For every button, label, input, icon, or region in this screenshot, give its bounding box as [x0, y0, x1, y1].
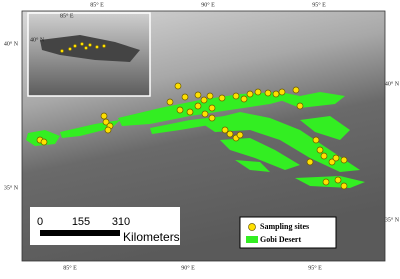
sampling-site	[320, 152, 328, 160]
inset-lon-label: 85° E	[60, 12, 74, 19]
scale-tick: 310	[112, 216, 130, 228]
sampling-site	[200, 96, 208, 104]
sampling-site	[232, 92, 240, 100]
graticule-label: 35° N	[385, 216, 400, 223]
sampling-site	[328, 158, 336, 166]
sampling-site	[174, 82, 182, 90]
sampling-site	[278, 88, 286, 96]
sampling-site	[312, 136, 320, 144]
graticule-label: 40° N	[4, 40, 19, 47]
sampling-site	[194, 102, 202, 110]
sampling-site	[296, 102, 304, 110]
sampling-site	[306, 158, 314, 166]
sampling-site	[340, 156, 348, 164]
sampling-site	[100, 112, 108, 120]
scale-tick: 0	[37, 216, 43, 228]
sampling-site	[236, 131, 244, 139]
graticule-label: 95° E	[308, 264, 322, 271]
graticule-labels: 85° E 90° E 95° E 85° E 90° E 95° E 40° N 35° N…	[4, 1, 400, 271]
legend-label: Sampling sites	[260, 222, 309, 231]
sampling-site	[201, 110, 209, 118]
graticule-label: 90° E	[201, 1, 215, 8]
sampling-site	[246, 90, 254, 98]
sampling-site	[208, 104, 216, 112]
sampling-site	[40, 138, 48, 146]
graticule-label: 90° E	[181, 264, 195, 271]
graticule-label: 85° E	[90, 1, 104, 8]
sampling-sites	[36, 82, 348, 190]
graticule-label: 40° N	[385, 80, 400, 87]
sampling-site	[104, 126, 112, 134]
sampling-site	[221, 126, 229, 134]
sampling-site	[332, 154, 340, 162]
sampling-site	[206, 92, 214, 100]
sampling-site	[334, 176, 342, 184]
scale-tick: 155	[72, 216, 90, 228]
sampling-site	[316, 146, 324, 154]
sampling-site	[208, 114, 216, 122]
sampling-site	[176, 106, 184, 114]
sampling-site	[254, 88, 262, 96]
sampling-site	[226, 130, 234, 138]
legend: Sampling sites Gobi Desert	[239, 216, 337, 249]
sampling-site	[102, 118, 110, 126]
sampling-site	[186, 108, 194, 116]
scale-unit: Kilometers	[123, 230, 180, 244]
sampling-site	[181, 93, 189, 101]
inset-map: 85° E 40° N	[27, 12, 151, 97]
scale-bar: 0 155 310 Kilometers	[30, 207, 180, 245]
sampling-site	[292, 86, 300, 94]
sampling-site	[322, 178, 330, 186]
sampling-site	[340, 182, 348, 190]
sampling-site	[194, 91, 202, 99]
sampling-site	[218, 94, 226, 102]
sampling-site	[272, 90, 280, 98]
graticule-label: 95° E	[312, 1, 326, 8]
sampling-site	[264, 89, 272, 97]
graticule-label: 85° E	[63, 264, 77, 271]
sampling-site	[166, 98, 174, 106]
gobi-desert	[26, 92, 365, 188]
graticule-label: 35° N	[4, 184, 19, 191]
legend-label: Gobi Desert	[260, 235, 301, 244]
sampling-site	[240, 95, 248, 103]
inset-lat-label: 40° N	[30, 36, 45, 43]
